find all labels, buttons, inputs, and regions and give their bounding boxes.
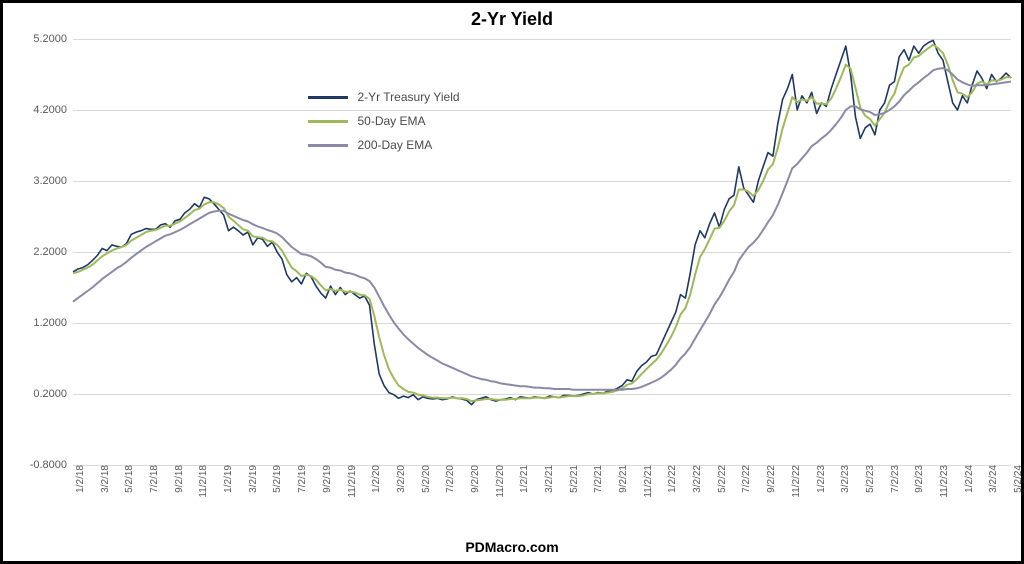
legend-label: 2-Yr Treasury Yield: [358, 90, 460, 104]
xtick-label: 5/2/21: [567, 465, 580, 493]
xtick-label: 9/2/18: [172, 465, 185, 493]
xtick-label: 1/2/18: [73, 465, 86, 493]
chart-title: 2-Yr Yield: [3, 9, 1021, 30]
ytick-label: -0.8000: [30, 459, 73, 471]
xtick-label: 11/2/20: [493, 465, 506, 498]
xtick-label: 3/2/22: [690, 465, 703, 493]
xtick-label: 3/2/21: [542, 465, 555, 493]
xtick-label: 11/2/22: [789, 465, 802, 498]
xtick-label: 1/2/20: [369, 465, 382, 493]
xtick-label: 3/2/24: [986, 465, 999, 493]
series-ema200: [73, 39, 1011, 465]
xtick-label: 9/2/23: [912, 465, 925, 493]
xtick-label: 7/2/20: [443, 465, 456, 493]
legend: 2-Yr Treasury Yield 50-Day EMA 200-Day EMA: [308, 90, 460, 162]
xtick-label: 9/2/22: [764, 465, 777, 493]
xtick-label: 1/2/19: [221, 465, 234, 493]
chart-container: 2-Yr Yield -0.80000.20001.20002.20003.20…: [0, 0, 1024, 564]
ytick-label: 4.2000: [33, 104, 73, 116]
ytick-label: 3.2000: [33, 175, 73, 187]
legend-swatch: [308, 96, 348, 99]
xtick-label: 3/2/20: [394, 465, 407, 493]
legend-item: 2-Yr Treasury Yield: [308, 90, 460, 104]
ytick-label: 1.2000: [33, 317, 73, 329]
xtick-label: 3/2/18: [98, 465, 111, 493]
legend-item: 200-Day EMA: [308, 138, 460, 152]
xtick-label: 1/2/21: [517, 465, 530, 493]
xtick-label: 11/2/23: [937, 465, 950, 498]
xtick-label: 5/2/19: [270, 465, 283, 493]
xtick-label: 5/2/23: [863, 465, 876, 493]
plot-area: -0.80000.20001.20002.20003.20004.20005.2…: [73, 39, 1011, 465]
xtick-label: 5/2/20: [419, 465, 432, 493]
xtick-label: 11/2/19: [345, 465, 358, 498]
xtick-label: 7/2/23: [888, 465, 901, 493]
xtick-label: 11/2/21: [641, 465, 654, 498]
xtick-label: 9/2/19: [320, 465, 333, 493]
xtick-label: 7/2/19: [295, 465, 308, 493]
legend-swatch: [308, 120, 348, 123]
xtick-label: 5/2/24: [1011, 465, 1024, 493]
xtick-label: 9/2/20: [468, 465, 481, 493]
legend-label: 200-Day EMA: [358, 138, 433, 152]
legend-swatch: [308, 144, 348, 147]
xtick-label: 5/2/22: [715, 465, 728, 493]
chart-footer: PDMacro.com: [3, 539, 1021, 555]
xtick-label: 7/2/18: [147, 465, 160, 493]
xtick-label: 1/2/23: [814, 465, 827, 493]
xtick-label: 5/2/18: [122, 465, 135, 493]
ytick-label: 2.2000: [33, 246, 73, 258]
xtick-label: 3/2/19: [246, 465, 259, 493]
legend-label: 50-Day EMA: [358, 114, 426, 128]
ytick-label: 0.2000: [33, 388, 73, 400]
legend-item: 50-Day EMA: [308, 114, 460, 128]
xtick-label: 9/2/21: [616, 465, 629, 493]
xtick-label: 1/2/22: [665, 465, 678, 493]
xtick-label: 3/2/23: [838, 465, 851, 493]
xtick-label: 7/2/22: [739, 465, 752, 493]
xtick-label: 7/2/21: [591, 465, 604, 493]
ytick-label: 5.2000: [33, 33, 73, 45]
xtick-label: 11/2/18: [196, 465, 209, 498]
xtick-label: 1/2/24: [962, 465, 975, 493]
